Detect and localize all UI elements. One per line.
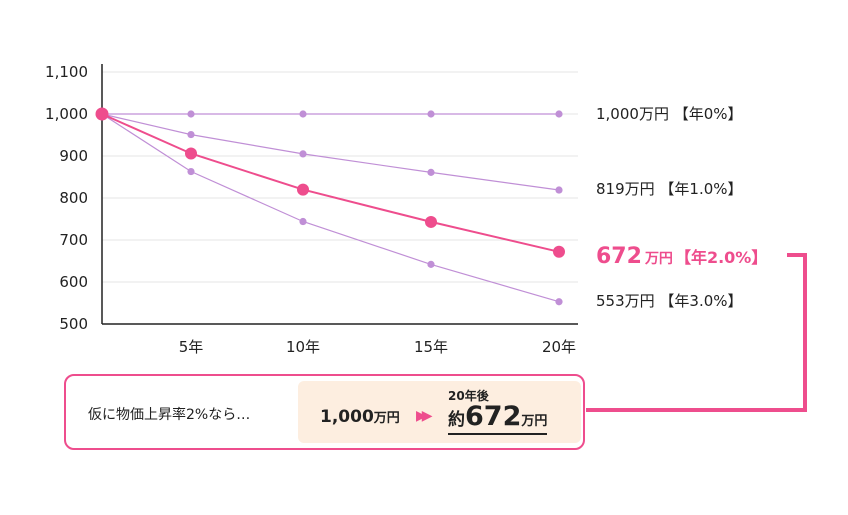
y-tick-labels: 1,100 1,000 900 800 700 600 500	[45, 63, 88, 333]
data-point	[555, 186, 563, 194]
grid-lines	[102, 71, 578, 283]
data-point	[553, 245, 565, 258]
callout-from-unit: 万円	[373, 411, 400, 426]
start-point	[95, 107, 109, 121]
series-lines	[95, 107, 565, 306]
x-tick-label: 10年	[286, 338, 320, 356]
y-tick-label: 500	[59, 315, 88, 333]
data-point	[187, 167, 195, 176]
y-tick-label: 800	[59, 189, 88, 207]
end-labels: 1,000万円 【年0%】 819万円 【年1.0%】 672 万円 【年2.0%】 55…	[596, 105, 767, 310]
axes	[101, 64, 578, 325]
callout-to-prefix: 約	[448, 410, 465, 430]
double-arrow-icon: ▶▶	[416, 408, 432, 424]
x-tick-label: 20年	[542, 338, 576, 356]
data-point	[555, 110, 563, 118]
data-point	[299, 150, 307, 158]
x-tick-labels: 5年 10年 15年 20年	[179, 338, 576, 356]
y-tick-label: 1,100	[45, 63, 88, 81]
series-line	[101, 113, 560, 303]
series-end-label: 672 万円 【年2.0%】	[596, 244, 767, 269]
callout-from-value: 1,000	[320, 407, 374, 427]
data-point	[187, 110, 195, 118]
y-tick-label: 900	[59, 147, 88, 165]
series-end-label: 819万円 【年1.0%】	[596, 180, 743, 198]
data-point	[187, 130, 195, 139]
data-point	[427, 168, 435, 176]
data-point	[299, 110, 307, 118]
data-point	[299, 217, 307, 226]
series-end-label: 1,000万円 【年0%】	[596, 105, 743, 123]
series-line	[101, 113, 560, 191]
callout-result-box: 1,000万円 ▶▶ 20年後 約672万円	[298, 381, 581, 443]
inflation-callout: 仮に物価上昇率2%なら… 1,000万円 ▶▶ 20年後 約672万円	[64, 374, 585, 450]
callout-to-value: 672	[465, 401, 522, 432]
data-point	[427, 110, 435, 118]
data-point	[555, 298, 563, 306]
x-tick-label: 15年	[414, 338, 448, 356]
x-tick-label: 5年	[179, 338, 204, 356]
callout-connector	[586, 253, 807, 412]
series-end-label: 553万円 【年3.0%】	[596, 292, 743, 310]
data-point	[297, 183, 309, 196]
data-point	[427, 260, 435, 268]
callout-after-label: 20年後	[448, 389, 489, 403]
callout-to-unit: 万円	[521, 414, 548, 429]
callout-from-amount: 1,000万円	[320, 407, 400, 427]
callout-to-amount: 約672万円	[448, 401, 548, 435]
y-tick-label: 1,000	[45, 105, 88, 123]
y-tick-label: 700	[59, 231, 88, 249]
data-point	[425, 215, 437, 228]
y-tick-label: 600	[59, 273, 88, 291]
callout-lead-text: 仮に物価上昇率2%なら…	[88, 407, 251, 423]
data-point	[185, 147, 197, 160]
